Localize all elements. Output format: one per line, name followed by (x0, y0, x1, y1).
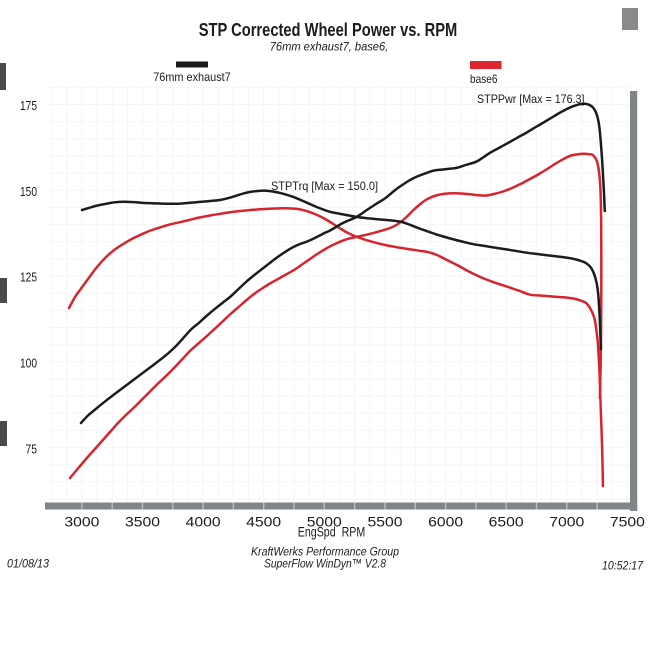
svg-text:KraftWerks Performance Group: KraftWerks Performance Group (251, 545, 399, 559)
svg-text:STPPwr [Max = 176.3]: STPPwr [Max = 176.3] (477, 92, 585, 106)
svg-text:75: 75 (26, 441, 38, 456)
svg-text:10:52:17: 10:52:17 (602, 559, 644, 573)
svg-text:SuperFlow WinDyn™ V2.8: SuperFlow WinDyn™ V2.8 (264, 557, 386, 571)
svg-text:base6: base6 (470, 72, 498, 86)
svg-text:6500: 6500 (489, 514, 524, 530)
svg-text:01/08/13: 01/08/13 (7, 557, 49, 571)
svg-text:175: 175 (20, 98, 37, 113)
svg-text:150: 150 (20, 184, 37, 199)
svg-text:7500: 7500 (610, 514, 645, 530)
svg-text:6000: 6000 (428, 514, 463, 530)
svg-text:100: 100 (20, 356, 37, 371)
svg-text:EngSpd RPM: EngSpd RPM (298, 525, 366, 540)
svg-text:5000: 5000 (307, 514, 342, 530)
svg-text:3000: 3000 (64, 514, 99, 530)
svg-text:125: 125 (20, 270, 37, 285)
svg-text:STPTrq [Max = 150.0]: STPTrq [Max = 150.0] (271, 179, 378, 193)
svg-text:3500: 3500 (125, 514, 160, 530)
svg-text:76mm exhaust7, base6,: 76mm exhaust7, base6, (270, 40, 389, 54)
svg-text:4000: 4000 (186, 514, 221, 530)
svg-text:7000: 7000 (549, 514, 584, 530)
svg-text:STP Corrected Wheel Power vs.: STP Corrected Wheel Power vs. RPM (199, 20, 458, 40)
svg-text:76mm exhaust7: 76mm exhaust7 (153, 70, 231, 84)
svg-text:5500: 5500 (368, 514, 403, 530)
svg-text:4500: 4500 (246, 514, 281, 530)
